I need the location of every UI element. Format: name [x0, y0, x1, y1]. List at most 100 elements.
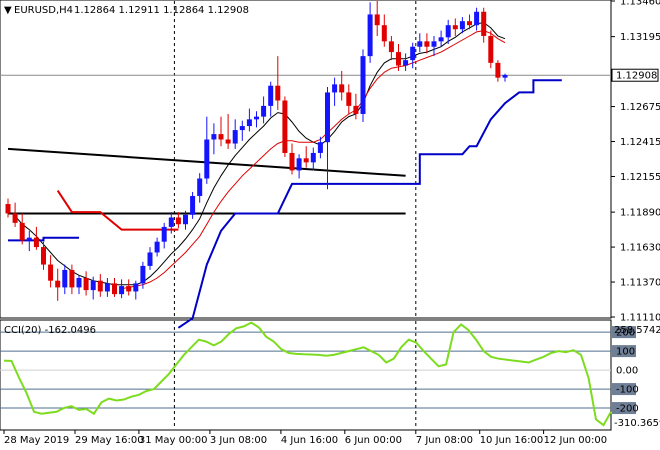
price-marks	[5, 1, 562, 329]
cci-level-tag	[612, 402, 636, 415]
supertrend-red-line	[56, 190, 179, 231]
price-axis: 1.13460 1.13195 1.12675 1.12415 1.12155 1.118…	[611, 0, 660, 324]
candle-bear	[69, 269, 75, 288]
candle-bear	[48, 264, 54, 281]
cci-line	[3, 321, 612, 427]
candle-bull	[431, 41, 437, 47]
candle-bull	[140, 265, 146, 284]
candle-bear	[33, 237, 39, 248]
candle-bull	[190, 195, 196, 215]
candle-bull	[417, 41, 423, 47]
current-price-tag	[611, 68, 659, 82]
trailing-stop-line	[177, 79, 562, 329]
price-tick-label: 1.11630	[620, 243, 660, 254]
candle-bull	[474, 11, 480, 26]
cci-level-tag	[612, 326, 636, 339]
candle-bear	[225, 139, 231, 144]
candle-bull	[76, 278, 82, 288]
candle-bull	[26, 237, 32, 241]
candle-bull	[502, 74, 508, 78]
candle-bull	[332, 84, 338, 93]
candle-bull	[459, 21, 465, 30]
time-tick-label: 3 Jun 08:00	[210, 435, 267, 446]
candle-bear	[12, 213, 18, 223]
cci-level-label: 0.00	[616, 366, 638, 377]
cci-level-label: -200	[616, 404, 639, 415]
candle-bear	[41, 247, 46, 265]
cci-level-tag	[612, 383, 636, 396]
candle-bull	[62, 269, 68, 288]
price-tick-label: 1.12675	[620, 102, 660, 113]
candle-bull	[438, 37, 444, 42]
time-tick-label: 31 May 00:00	[139, 435, 208, 446]
candle-bear	[396, 52, 401, 66]
trailing-stop-line	[8, 236, 79, 242]
candle-bear	[55, 280, 61, 288]
candle-bull	[204, 139, 210, 179]
candle-bear	[218, 134, 224, 140]
candle-bear	[346, 92, 352, 106]
candle-bull	[211, 134, 217, 140]
candle-bear	[481, 11, 487, 36]
candle-bear	[353, 105, 359, 114]
candle-bull	[317, 142, 323, 153]
candle-bear	[83, 278, 89, 291]
candle-bull	[268, 85, 274, 106]
candle-bear	[5, 204, 11, 214]
price-tick-label: 1.13195	[620, 32, 660, 43]
price-tick-label: 1.13460	[620, 0, 660, 8]
ma-slow-line	[121, 30, 506, 290]
candle-bear	[126, 286, 132, 292]
time-tick-label: 10 Jun 16:00	[480, 435, 544, 446]
candle-bull	[254, 116, 259, 120]
time-tick-label: 12 Jun 00:00	[544, 435, 608, 446]
candle-bull	[133, 283, 139, 292]
price-grid	[0, 1, 611, 429]
price-tick-label: 1.12415	[620, 137, 660, 148]
candle-bear	[374, 14, 380, 26]
time-tick-label: 7 Jun 08:00	[416, 435, 473, 446]
candle-bear	[289, 152, 295, 171]
header-arrow-icon[interactable]: ▼	[4, 5, 12, 16]
candle-bull	[90, 280, 96, 291]
candle-bull	[147, 252, 153, 266]
candle-bear	[282, 100, 288, 153]
cci-scale-max: 258.5742	[614, 325, 660, 336]
candle-bull	[239, 126, 245, 131]
candle-bull	[104, 283, 110, 292]
price-tick-label: 1.11370	[620, 278, 660, 289]
cci-level-label: -100	[616, 385, 639, 396]
candle-bull	[168, 217, 174, 227]
candle-bull	[310, 152, 316, 163]
candle-bull	[246, 119, 252, 127]
candle-bull	[296, 158, 302, 171]
candle-bear	[112, 283, 117, 295]
price-tick-label: 1.11110	[620, 313, 660, 324]
candle-bear	[175, 217, 181, 225]
candle-bull	[232, 130, 238, 144]
cci-level-label: 200	[616, 328, 635, 339]
ma-fast-line	[7, 21, 506, 286]
cci-panel-frame	[0, 319, 612, 431]
candle-bear	[488, 35, 494, 63]
candle-bull	[261, 105, 267, 117]
candle-bull	[119, 286, 125, 295]
time-tick-label: 4 Jun 16:00	[281, 435, 338, 446]
candle-bull	[403, 60, 409, 66]
candle-bull	[197, 178, 203, 196]
cci-level-bands	[0, 331, 611, 409]
candle-bear	[275, 85, 281, 101]
candle-bear	[303, 158, 309, 163]
cci-label: CCI(20) -162.0496	[4, 325, 96, 336]
cci-level-tag	[612, 345, 636, 358]
candle-bear	[424, 41, 430, 47]
cci-axis: 200 100 0.00 -100 -200	[612, 326, 639, 415]
candle-bear	[19, 222, 25, 241]
cci-level-label: 100	[616, 347, 635, 358]
candle-bull	[325, 92, 330, 143]
chart-ohlc: 1.12864 1.12911 1.12864 1.12908	[74, 5, 249, 16]
candle-bear	[467, 21, 472, 26]
candle-bull	[183, 214, 188, 225]
cci-scale-min: -310.3659	[614, 418, 660, 429]
